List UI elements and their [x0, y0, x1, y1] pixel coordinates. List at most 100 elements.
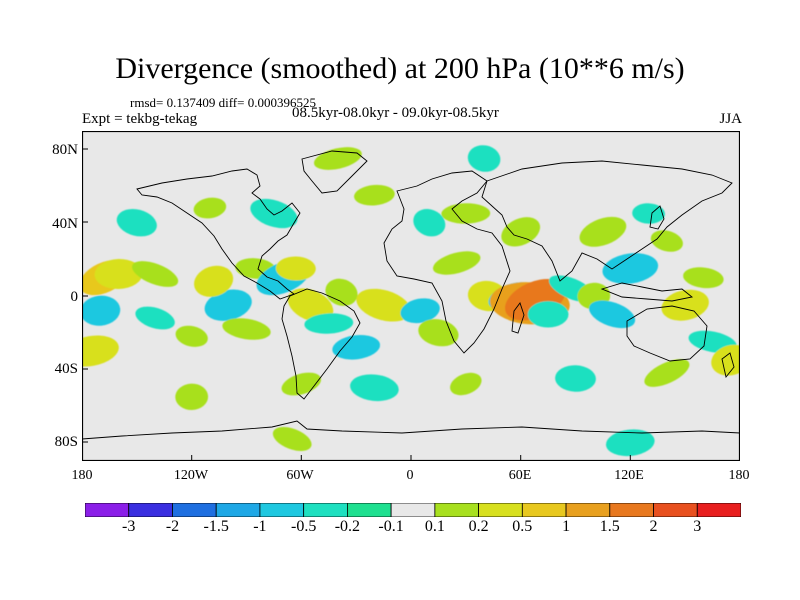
y-tick-0: 0	[70, 289, 79, 305]
divergence-blob	[356, 288, 411, 322]
colorbar-label: -0.5	[291, 518, 317, 535]
divergence-blob	[579, 216, 627, 247]
colorbar-label: -3	[122, 518, 136, 535]
divergence-blob	[400, 298, 440, 324]
coastlines	[82, 150, 740, 440]
colorbar-swatch	[172, 503, 217, 517]
experiment-label: Expt = tekbg-tekag	[82, 111, 198, 127]
map-background	[82, 131, 740, 461]
divergence-blob	[589, 300, 636, 329]
divergence-blob	[413, 209, 446, 237]
colorbar-label: 1	[562, 518, 571, 535]
colorbar-swatch	[609, 503, 654, 517]
colorbar-swatch	[128, 503, 173, 517]
y-tick-40s: 40S	[54, 361, 78, 377]
coast-australia	[626, 305, 708, 362]
coast-indonesia	[600, 282, 694, 302]
coast-asia	[481, 160, 733, 282]
stats-text: rmsd= 0.137409 diff= 0.000396525	[130, 95, 316, 110]
divergence-blob	[527, 301, 569, 328]
colorbar	[85, 503, 741, 517]
divergence-blob	[418, 319, 459, 347]
colorbar-swatch	[434, 503, 479, 517]
y-tick-80n: 80N	[52, 142, 78, 158]
divergence-blob	[661, 289, 709, 321]
divergence-blob	[193, 197, 227, 219]
plot-title: Divergence (smoothed) at 200 hPa (10**6 …	[115, 52, 685, 85]
colorbar-label: 2	[649, 518, 658, 535]
divergence-blob	[175, 383, 209, 411]
divergence-blob	[194, 265, 234, 297]
divergence-blob	[287, 288, 334, 323]
colorbar-swatch	[696, 503, 741, 517]
divergence-blob	[450, 372, 482, 396]
divergence-blob	[82, 335, 119, 367]
x-tick-180w: 180	[71, 468, 93, 483]
x-tick-120e: 120E	[614, 468, 644, 483]
divergence-blob	[116, 208, 157, 237]
x-tick-180e: 180	[728, 468, 750, 483]
divergence-blob	[350, 374, 399, 402]
divergence-fields	[82, 145, 740, 457]
divergence-blob	[602, 253, 659, 284]
coast-madagascar	[511, 302, 525, 334]
divergence-blob	[555, 365, 596, 392]
divergence-blob	[441, 203, 491, 224]
colorbar-label: -2	[165, 518, 180, 535]
x-tick-60w: 60W	[286, 468, 314, 483]
divergence-blob	[501, 217, 541, 247]
divergence-blob	[650, 230, 683, 252]
colorbar-swatch	[303, 503, 348, 517]
divergence-blob	[222, 318, 271, 340]
colorbar-swatch	[653, 503, 698, 517]
colorbar-label: -0.1	[378, 518, 404, 535]
divergence-blob	[272, 426, 312, 452]
period-subtitle: 08.5kyr-08.0kyr - 09.0kyr-08.5kyr	[292, 105, 499, 121]
divergence-blob	[354, 184, 395, 206]
colorbar-label: -1.5	[203, 518, 229, 535]
divergence-blob	[325, 278, 358, 306]
divergence-blob	[432, 251, 481, 275]
divergence-blob	[82, 295, 121, 326]
x-tick-60e: 60E	[508, 468, 532, 483]
divergence-blob	[135, 306, 175, 330]
divergence-blob	[175, 325, 208, 347]
colorbar-swatch	[346, 503, 392, 517]
colorbar-label: 0.2	[468, 518, 489, 535]
colorbar-label: 0.1	[424, 518, 445, 535]
divergence-blob	[644, 359, 690, 387]
x-tick-0: 0	[406, 468, 414, 483]
colorbar-swatch	[85, 503, 130, 517]
x-tick-120w: 120W	[173, 468, 209, 483]
colorbar-label: 0.5	[512, 518, 533, 535]
divergence-blob	[605, 429, 655, 457]
divergence-blob	[204, 289, 252, 321]
divergence-map	[82, 131, 740, 461]
divergence-blob	[275, 256, 316, 281]
y-tick-40n: 40N	[52, 216, 78, 232]
season-label: JJA	[719, 111, 742, 127]
coast-antarctica	[82, 420, 740, 440]
divergence-blob	[304, 313, 354, 334]
colorbar-swatch	[215, 503, 261, 517]
colorbar-swatch	[390, 503, 436, 517]
coast-greenland	[301, 150, 368, 194]
coast-south-america	[281, 288, 361, 400]
divergence-blob	[332, 335, 381, 360]
coast-north-america	[136, 168, 301, 300]
colorbar-swatch	[478, 503, 523, 517]
divergence-blob	[467, 145, 501, 172]
colorbar-swatch	[521, 503, 567, 517]
divergence-blob	[132, 261, 179, 287]
coast-new-zealand	[721, 352, 735, 379]
colorbar-label: -1	[253, 518, 267, 535]
colorbar-swatch	[259, 503, 305, 517]
colorbar-label: 1.5	[599, 518, 620, 535]
divergence-blob	[250, 198, 298, 229]
divergence-blob	[711, 344, 740, 376]
colorbar-label: 3	[693, 518, 702, 535]
colorbar-label: -0.2	[334, 518, 361, 535]
divergence-blob	[683, 267, 724, 289]
colorbar-swatch	[565, 503, 611, 517]
coast-japan	[649, 205, 665, 230]
